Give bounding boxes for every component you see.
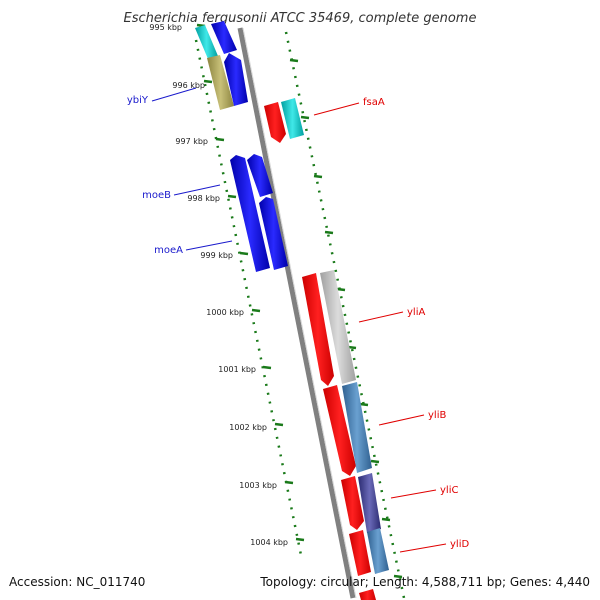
gene-label-fsaA[interactable]: fsaA — [363, 97, 385, 108]
tick-label: 997 kbp — [175, 137, 208, 146]
gene-label-yliC[interactable]: yliC — [440, 485, 458, 496]
tick-label: 1003 kbp — [239, 481, 277, 490]
gene-label-moeA[interactable]: moeA — [154, 245, 183, 256]
tick-label: 995 kbp — [149, 23, 182, 32]
yliD-neighbor-feature[interactable] — [367, 528, 389, 574]
yliD-gene[interactable] — [349, 530, 371, 576]
yliB-neighbor-feature[interactable] — [342, 382, 372, 473]
genome-backbone — [237, 27, 356, 599]
tick-label: 1001 kbp — [218, 365, 256, 374]
yliB-gene[interactable] — [323, 385, 356, 476]
moeB-gene[interactable] — [230, 155, 270, 272]
label-leaders — [151, 87, 447, 553]
tick-label: 1002 kbp — [229, 423, 267, 432]
gene-label-ybiY[interactable]: ybiY — [127, 95, 149, 106]
gene-label-moeB[interactable]: moeB — [142, 190, 171, 201]
tick-label: 999 kbp — [200, 251, 233, 260]
fsaA-neighbor-feature[interactable] — [281, 98, 304, 139]
gene-label-yliB[interactable]: yliB — [428, 410, 446, 421]
tick-label: 1004 kbp — [250, 538, 288, 547]
tick-label: 1000 kbp — [206, 308, 244, 317]
fsaA-gene[interactable] — [264, 102, 286, 143]
gene-label-yliD[interactable]: yliD — [450, 539, 469, 550]
moeA-gene[interactable] — [259, 197, 288, 270]
ybiY-gene[interactable] — [224, 53, 248, 106]
cyan-gene-feature[interactable] — [195, 25, 218, 59]
yliC-gene[interactable] — [341, 476, 364, 530]
backbone-highlight — [242, 27, 357, 599]
gene-label-yliA[interactable]: yliA — [407, 307, 425, 318]
left-tick-track — [194, 39, 304, 561]
topology-text: Topology: circular; Length: 4,588,711 bp… — [259, 575, 590, 589]
tick-label: 998 kbp — [187, 194, 220, 203]
next-gene-feature[interactable] — [359, 589, 376, 600]
moeA-gene-upper[interactable] — [247, 154, 273, 197]
right-major-ticks — [289, 58, 403, 579]
yliA-gene[interactable] — [302, 273, 334, 386]
yliA-neighbor-feature[interactable] — [320, 270, 356, 384]
accession-text: Accession: NC_011740 — [9, 575, 145, 589]
reverse-gene-feature[interactable] — [211, 21, 237, 54]
yliC-neighbor-feature[interactable] — [358, 473, 381, 533]
right-tick-track — [284, 31, 406, 599]
tick-label: 996 kbp — [172, 81, 205, 90]
tick-labels: 995 kbp 996 kbp 997 kbp 998 kbp 999 kbp … — [149, 23, 288, 547]
map-title: Escherichia fergusonii ATCC 35469, compl… — [124, 11, 477, 26]
ybiY-neighbor-feature[interactable] — [207, 55, 234, 110]
